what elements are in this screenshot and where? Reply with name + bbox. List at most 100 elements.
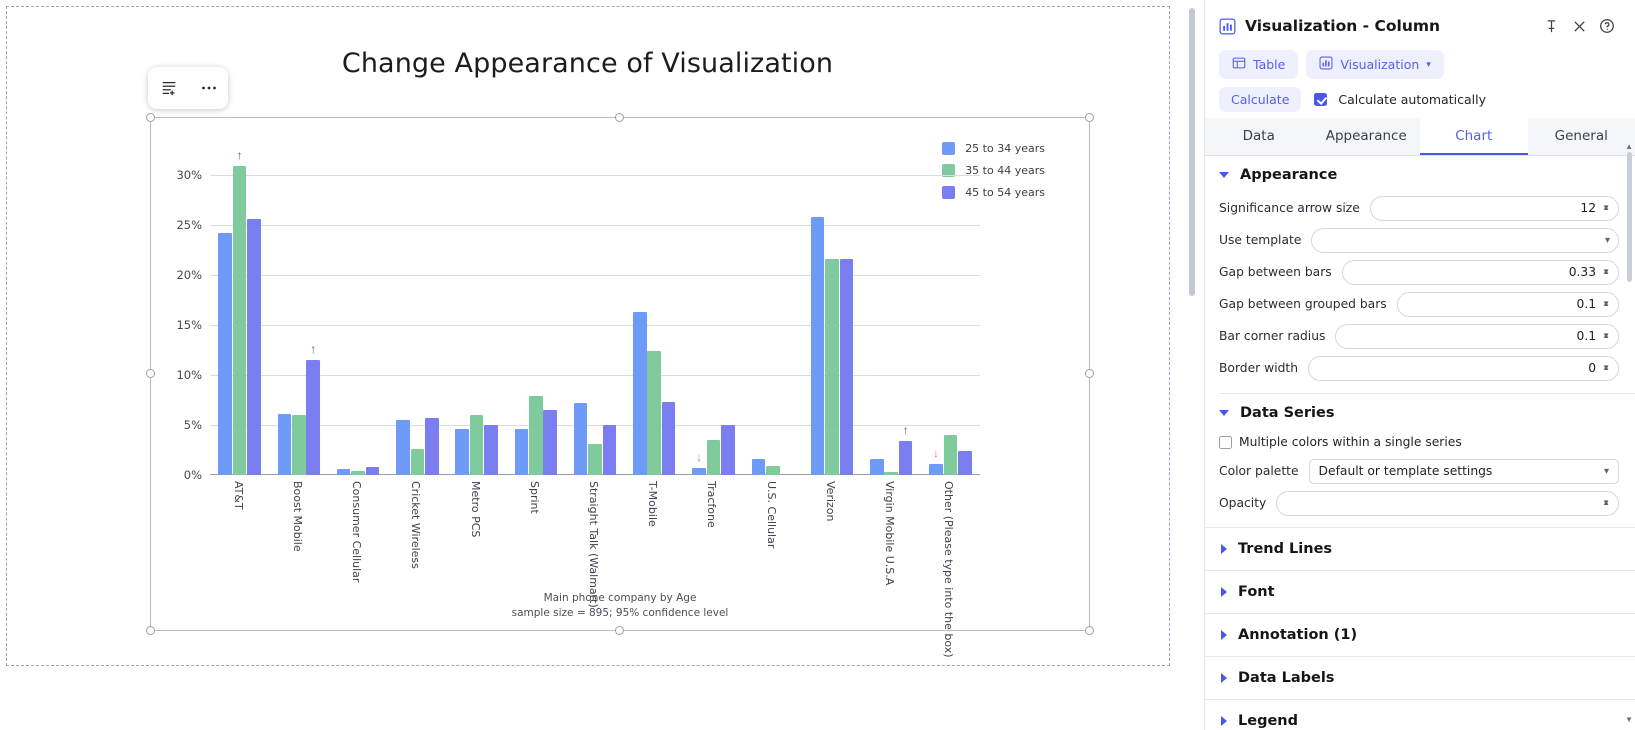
chevron-down-icon[interactable]: ▾ xyxy=(1426,59,1431,70)
help-circle-icon[interactable] xyxy=(1593,12,1621,40)
chevron-down-icon[interactable]: ▾ xyxy=(1604,234,1610,246)
bar[interactable] xyxy=(958,451,972,475)
scroll-down-icon[interactable]: ▼ xyxy=(1625,715,1633,724)
section-legend-header[interactable]: Legend xyxy=(1205,699,1635,730)
bar[interactable] xyxy=(247,219,261,475)
section-data-labels-header[interactable]: Data Labels xyxy=(1205,656,1635,699)
bar[interactable] xyxy=(839,259,854,475)
bar[interactable]: ↑ xyxy=(306,343,321,475)
bar[interactable] xyxy=(424,418,439,475)
legend-item[interactable]: 35 to 44 years xyxy=(942,164,1045,177)
bar-group: ↑ Boost Mobile xyxy=(269,145,328,552)
bar[interactable] xyxy=(721,425,735,475)
bar[interactable] xyxy=(884,472,898,475)
bar[interactable] xyxy=(825,259,839,475)
bar[interactable] xyxy=(292,415,306,475)
bar[interactable] xyxy=(810,217,825,475)
bar[interactable] xyxy=(351,471,365,475)
bar[interactable] xyxy=(396,420,410,475)
canvas-scrollbar-thumb[interactable] xyxy=(1189,8,1195,296)
visualization-mode-button[interactable]: Visualization ▾ xyxy=(1306,50,1444,79)
panel-scrollbar-thumb[interactable] xyxy=(1627,152,1632,282)
bar[interactable] xyxy=(706,440,721,475)
gap-between-bars-input[interactable]: 0.33 ▲ ▼ xyxy=(1341,259,1619,285)
bar-corner-radius-input[interactable]: 0.1 ▲ ▼ xyxy=(1335,323,1619,349)
bar[interactable]: ↓ xyxy=(929,447,943,475)
section-annotation-1-header[interactable]: Annotation (1) xyxy=(1205,613,1635,656)
calculate-automatically-checkbox[interactable] xyxy=(1314,93,1328,106)
tab-appearance[interactable]: Appearance xyxy=(1325,128,1407,144)
panel-scrollbar[interactable]: ▲ ▼ xyxy=(1624,0,1634,730)
bar[interactable] xyxy=(543,410,557,475)
use-template-input[interactable]: ▾ xyxy=(1311,227,1619,253)
bar[interactable] xyxy=(484,425,498,475)
bar[interactable] xyxy=(751,459,766,475)
border-width-input[interactable]: 0 ▲ ▼ xyxy=(1308,355,1619,381)
canvas-scrollbar[interactable] xyxy=(1186,0,1198,730)
selection-frame[interactable] xyxy=(146,113,1094,635)
resize-handle-top-left[interactable] xyxy=(146,113,155,122)
chevron-right-icon[interactable] xyxy=(1221,544,1227,554)
bar[interactable]: ↓ xyxy=(692,451,706,475)
legend-item[interactable]: 45 to 54 years xyxy=(942,186,1045,199)
chevron-down-icon[interactable]: ▾ xyxy=(1603,465,1609,477)
tab-general[interactable]: General xyxy=(1554,128,1608,144)
bar[interactable] xyxy=(528,396,543,475)
bar[interactable] xyxy=(647,351,662,475)
bar[interactable] xyxy=(588,444,602,475)
bar[interactable] xyxy=(661,402,676,475)
bar[interactable] xyxy=(218,233,233,475)
pin-icon[interactable] xyxy=(1537,12,1565,40)
gap-between-grouped-bars-input[interactable]: 0.1 ▲ ▼ xyxy=(1396,291,1619,317)
bar[interactable] xyxy=(765,466,780,475)
resize-handle-middle-left[interactable] xyxy=(146,369,155,378)
add-list-icon[interactable] xyxy=(160,79,178,97)
resize-handle-top-center[interactable] xyxy=(615,113,624,122)
color-palette-select[interactable]: Default or template settings ▾ xyxy=(1308,458,1619,484)
bar[interactable]: ↑ xyxy=(898,424,913,475)
bar[interactable] xyxy=(469,415,484,475)
more-options-icon[interactable] xyxy=(201,85,217,91)
bar[interactable] xyxy=(277,414,292,475)
opacity-input[interactable]: ▲ ▼ xyxy=(1276,490,1619,516)
tab-chart[interactable]: Chart xyxy=(1420,118,1528,155)
chevron-right-icon[interactable] xyxy=(1221,673,1227,683)
bar[interactable] xyxy=(602,425,617,475)
bar[interactable]: ↑ xyxy=(232,149,247,475)
tab-data[interactable]: Data xyxy=(1242,128,1275,144)
legend-swatch xyxy=(942,164,956,177)
resize-handle-bottom-center[interactable] xyxy=(615,626,624,635)
bar[interactable] xyxy=(410,449,425,475)
close-icon[interactable] xyxy=(1565,12,1593,40)
section-data-series-header[interactable]: Data Series xyxy=(1205,394,1635,430)
bar[interactable] xyxy=(633,312,647,475)
bar[interactable] xyxy=(336,469,351,475)
resize-handle-bottom-right[interactable] xyxy=(1085,626,1094,635)
table-mode-button[interactable]: Table xyxy=(1219,50,1299,79)
bar[interactable] xyxy=(573,403,588,475)
section-trend-lines-header[interactable]: Trend Lines xyxy=(1205,527,1635,570)
bar[interactable] xyxy=(365,467,380,475)
bar[interactable] xyxy=(869,459,884,475)
significance-arrow-size-input[interactable]: 12 ▲ ▼ xyxy=(1369,195,1619,221)
multiple-colors-row[interactable]: Multiple colors within a single series xyxy=(1205,430,1635,455)
scroll-up-icon[interactable]: ▲ xyxy=(1625,142,1633,151)
bar[interactable] xyxy=(943,435,958,475)
bar[interactable] xyxy=(455,429,469,475)
chevron-down-icon[interactable] xyxy=(1219,410,1229,416)
multiple-colors-checkbox[interactable] xyxy=(1219,435,1232,449)
floating-toolbar[interactable] xyxy=(148,67,228,109)
chevron-right-icon[interactable] xyxy=(1221,587,1227,597)
chevron-down-icon[interactable] xyxy=(1219,172,1229,178)
multiple-colors-label: Multiple colors within a single series xyxy=(1239,435,1462,449)
resize-handle-middle-right[interactable] xyxy=(1085,369,1094,378)
section-appearance-header[interactable]: Appearance xyxy=(1205,156,1635,192)
calculate-button[interactable]: Calculate xyxy=(1219,87,1302,112)
section-font-header[interactable]: Font xyxy=(1205,570,1635,613)
chevron-right-icon[interactable] xyxy=(1221,716,1227,726)
bar[interactable] xyxy=(514,429,529,475)
legend-item[interactable]: 25 to 34 years xyxy=(942,142,1045,155)
chevron-right-icon[interactable] xyxy=(1221,630,1227,640)
resize-handle-top-right[interactable] xyxy=(1085,113,1094,122)
resize-handle-bottom-left[interactable] xyxy=(146,626,155,635)
